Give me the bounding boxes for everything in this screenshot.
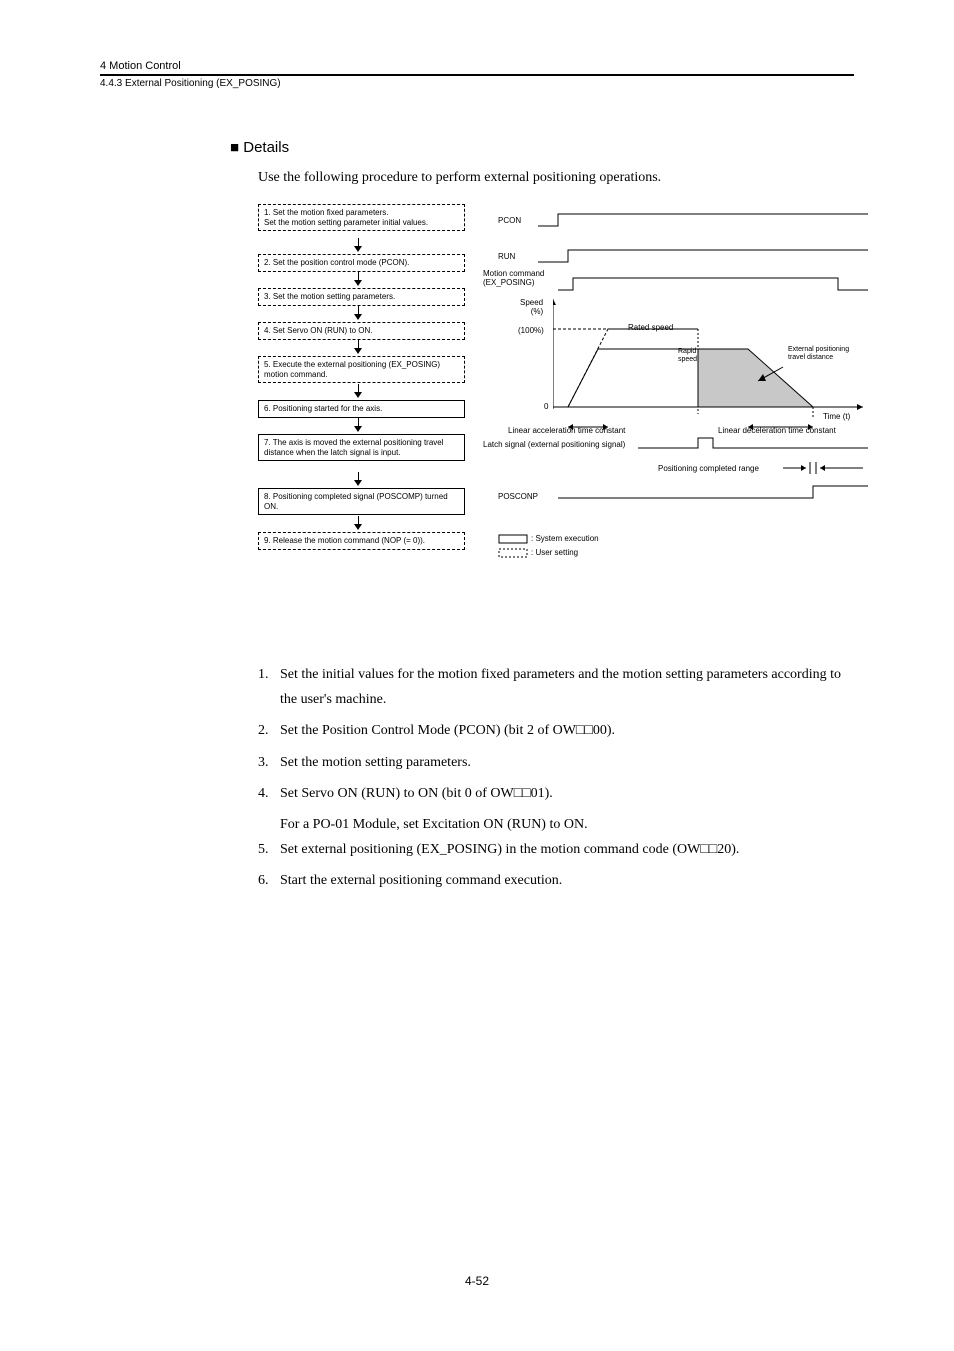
list-item: 4.Set Servo ON (RUN) to ON (bit 0 of OW□… [258, 781, 854, 806]
list-item-text: Set the Position Control Mode (PCON) (bi… [280, 718, 854, 743]
posconp-label: POSCONP [498, 492, 538, 501]
list-item: 3.Set the motion setting parameters. [258, 750, 854, 775]
pos-range-arrows [778, 462, 868, 474]
flow-step-3: 3. Set the motion setting parameters. [258, 288, 465, 306]
page-number: 4-52 [100, 1274, 854, 1288]
legend-user-set: : User setting [531, 548, 578, 557]
flow-step-2: 2. Set the position control mode (PCON). [258, 254, 465, 272]
speed-zero-label: 0 [544, 402, 548, 411]
flow-step-5: 5. Execute the external positioning (EX_… [258, 356, 465, 383]
list-item: 5.Set external positioning (EX_POSING) i… [258, 837, 854, 862]
header-rule [100, 74, 854, 76]
list-item-text: Set the motion setting parameters. [280, 750, 854, 775]
list-item-text: Set the initial values for the motion fi… [280, 662, 854, 712]
run-label: RUN [498, 252, 515, 261]
latch-signal-label: Latch signal (external positioning signa… [483, 440, 625, 449]
list-item: 2.Set the Position Control Mode (PCON) (… [258, 718, 854, 743]
header-chapter: 4 Motion Control [100, 60, 854, 72]
list-item-text: Start the external positioning command e… [280, 868, 854, 893]
procedure-list: 1.Set the initial values for the motion … [258, 662, 854, 894]
pos-range-label: Positioning completed range [658, 464, 759, 473]
heading-text: Details [243, 139, 289, 156]
list-item: 1.Set the initial values for the motion … [258, 662, 854, 712]
list-item-text: Set Servo ON (RUN) to ON (bit 0 of OW□□0… [280, 781, 854, 806]
procedure-diagram: 1. Set the motion fixed parameters. Set … [258, 204, 878, 644]
motion-cmd-label: Motion command (EX_POSING) [483, 270, 544, 288]
latch-signal [638, 436, 868, 452]
page-header: 4 Motion Control 4.4.3 External Position… [100, 60, 854, 89]
flow-step-6: 6. Positioning started for the axis. [258, 400, 465, 418]
flow-step-8: 8. Positioning completed signal (POSCOMP… [258, 488, 465, 515]
speed-axis-label: Speed (%) [520, 299, 543, 317]
intro-paragraph: Use the following procedure to perform e… [258, 170, 854, 186]
posconp-signal [558, 484, 868, 502]
run-signal [538, 248, 868, 266]
flow-step-4: 4. Set Servo ON (RUN) to ON. [258, 322, 465, 340]
flow-step-9: 9. Release the motion command (NOP (= 0)… [258, 532, 465, 550]
legend-solid-box [498, 534, 528, 544]
header-subtitle: 4.4.3 External Positioning (EX_POSING) [100, 78, 854, 89]
section-heading: Details [230, 139, 854, 156]
legend-sys-exec: : System execution [531, 534, 599, 543]
accel-decel-arrows [553, 422, 873, 432]
list-item-text: Set external positioning (EX_POSING) in … [280, 837, 854, 862]
flow-step-7: 7. The axis is moved the external positi… [258, 434, 465, 461]
pcon-signal [538, 212, 868, 230]
pcon-label: PCON [498, 216, 521, 225]
legend-dashed-box [498, 548, 528, 558]
speed-graph [553, 299, 873, 419]
motion-cmd-signal [558, 276, 868, 294]
flow-step-1: 1. Set the motion fixed parameters. Set … [258, 204, 465, 231]
list-item-note: For a PO-01 Module, set Excitation ON (R… [280, 812, 854, 837]
list-item: 6.Start the external positioning command… [258, 868, 854, 893]
speed-100-label: (100%) [518, 326, 544, 335]
